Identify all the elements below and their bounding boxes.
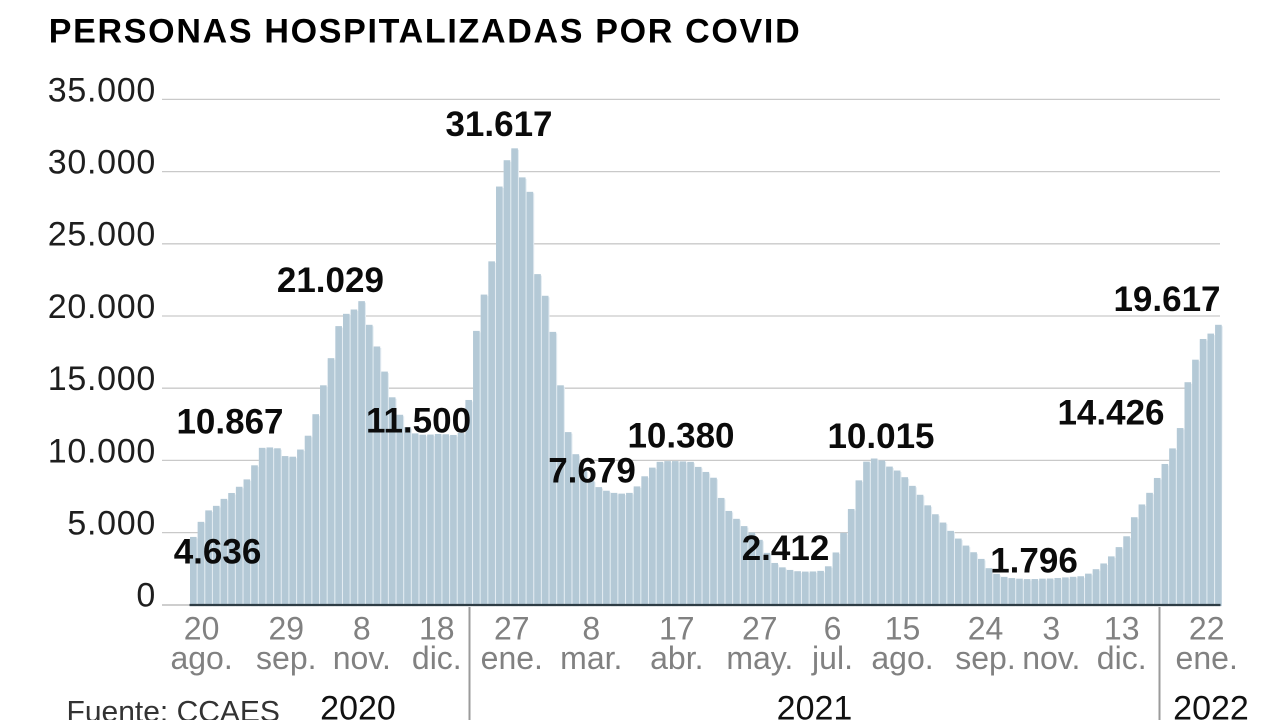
svg-text:nov.: nov.: [333, 640, 391, 676]
svg-text:19.617: 19.617: [1113, 280, 1220, 319]
svg-text:4.636: 4.636: [174, 533, 262, 572]
svg-text:ago.: ago.: [871, 640, 933, 676]
svg-text:0: 0: [136, 577, 156, 615]
svg-text:dic.: dic.: [412, 640, 462, 676]
svg-text:mar.: mar.: [560, 640, 622, 676]
svg-text:1.796: 1.796: [990, 542, 1078, 581]
svg-text:may.: may.: [726, 640, 793, 676]
svg-text:2022: 2022: [1173, 690, 1249, 720]
svg-text:35.000: 35.000: [48, 71, 156, 109]
svg-text:31.617: 31.617: [445, 105, 552, 144]
svg-text:24: 24: [968, 610, 1004, 646]
svg-text:7.679: 7.679: [548, 452, 636, 491]
svg-text:14.426: 14.426: [1057, 394, 1164, 433]
svg-text:15.000: 15.000: [48, 360, 156, 398]
svg-text:jul.: jul.: [811, 640, 853, 676]
svg-text:22: 22: [1189, 610, 1225, 646]
svg-text:20: 20: [184, 610, 220, 646]
svg-text:sep.: sep.: [955, 640, 1015, 676]
svg-text:21.029: 21.029: [277, 261, 384, 300]
svg-text:2021: 2021: [777, 690, 853, 720]
svg-text:20.000: 20.000: [48, 288, 156, 326]
svg-text:PERSONAS HOSPITALIZADAS POR CO: PERSONAS HOSPITALIZADAS POR COVID: [49, 13, 802, 51]
svg-text:27: 27: [742, 610, 778, 646]
svg-text:2.412: 2.412: [742, 529, 830, 568]
svg-text:10.867: 10.867: [176, 403, 283, 442]
svg-text:15: 15: [885, 610, 921, 646]
svg-text:8: 8: [353, 610, 371, 646]
svg-text:10.380: 10.380: [627, 417, 734, 456]
svg-text:2020: 2020: [320, 690, 396, 720]
svg-text:30.000: 30.000: [48, 144, 156, 182]
svg-text:6: 6: [824, 610, 842, 646]
svg-text:10.000: 10.000: [48, 432, 156, 470]
svg-text:sep.: sep.: [256, 640, 316, 676]
svg-text:ago.: ago.: [170, 640, 232, 676]
svg-text:5.000: 5.000: [67, 505, 156, 543]
svg-text:11.500: 11.500: [366, 402, 471, 441]
svg-text:8: 8: [582, 610, 600, 646]
svg-text:abr.: abr.: [650, 640, 703, 676]
svg-text:3: 3: [1042, 610, 1060, 646]
svg-text:27: 27: [494, 610, 530, 646]
svg-text:17: 17: [659, 610, 695, 646]
svg-text:18: 18: [419, 610, 455, 646]
svg-text:13: 13: [1104, 610, 1140, 646]
svg-text:29: 29: [269, 610, 305, 646]
svg-text:nov.: nov.: [1022, 640, 1080, 676]
svg-text:dic.: dic.: [1097, 640, 1147, 676]
svg-text:ene.: ene.: [481, 640, 543, 676]
svg-text:Fuente: CCAES: Fuente: CCAES: [67, 696, 280, 720]
svg-text:ene.: ene.: [1176, 640, 1238, 676]
svg-text:10.015: 10.015: [827, 417, 934, 456]
svg-text:25.000: 25.000: [48, 216, 156, 254]
